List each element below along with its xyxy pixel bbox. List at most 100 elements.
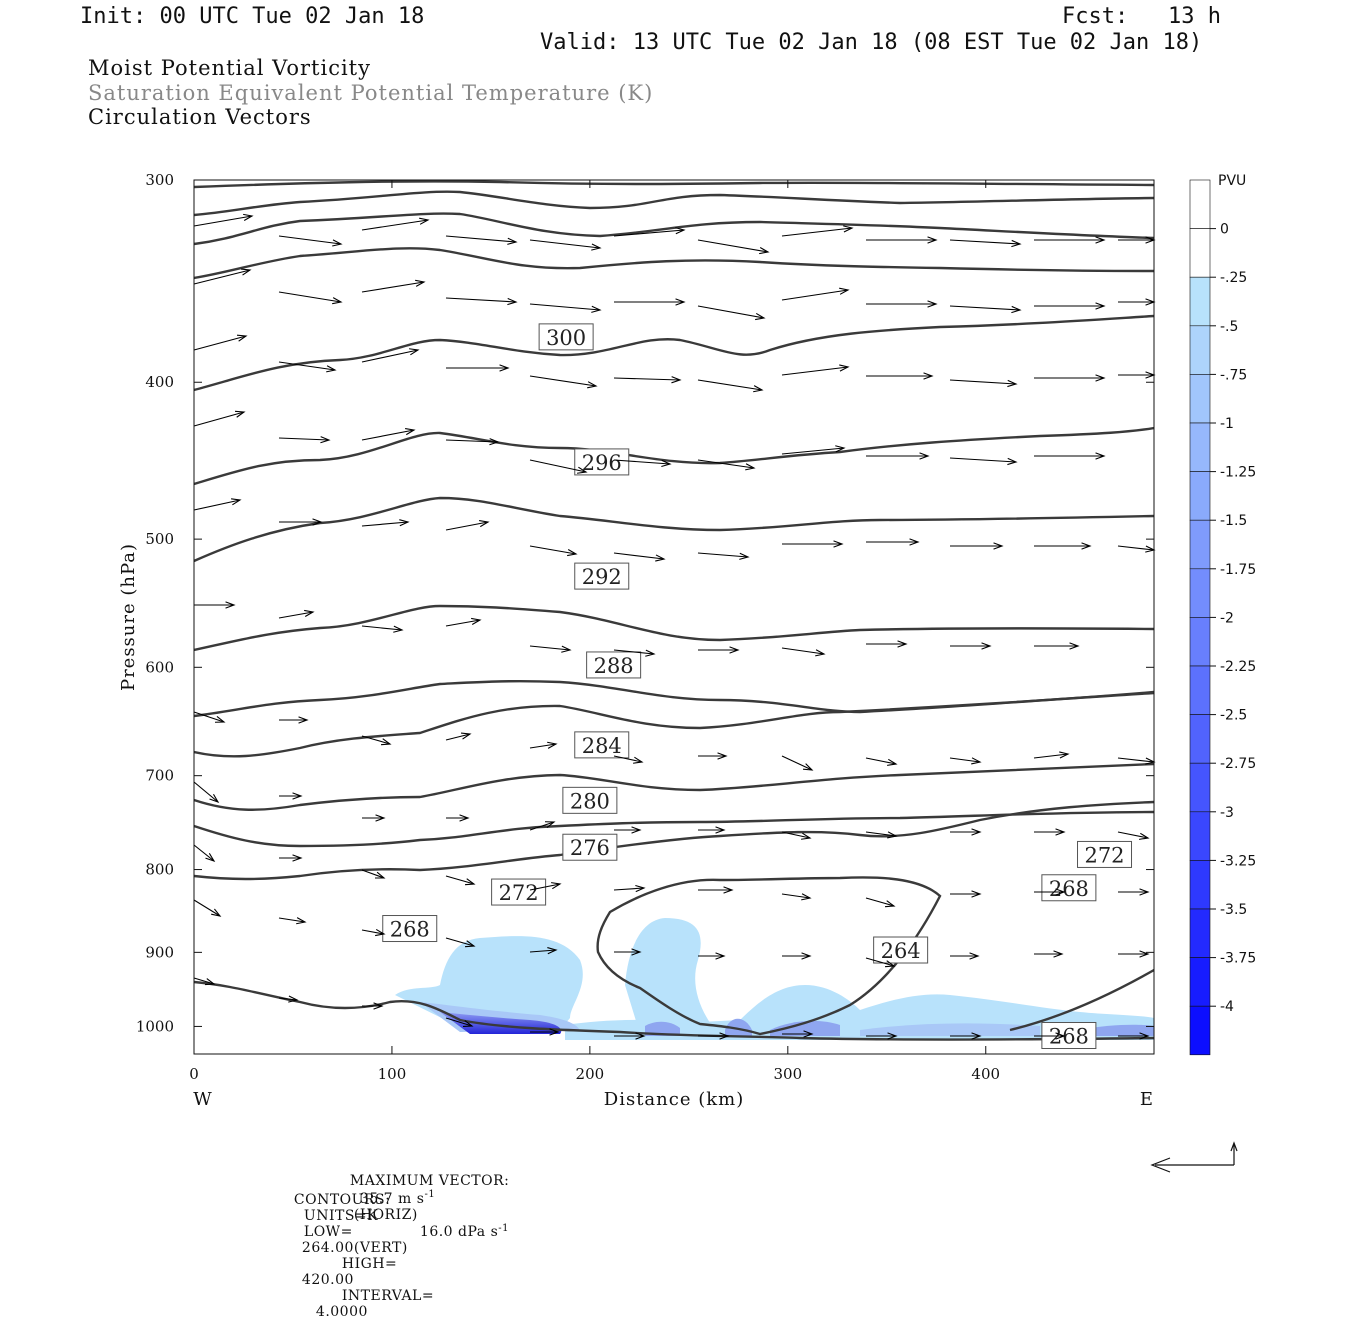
high-label: HIGH= [341, 1256, 398, 1272]
wind-vector-arrow [781, 287, 850, 301]
wind-vector-arrow [613, 376, 682, 384]
wind-vector-arrow [530, 1028, 560, 1036]
wind-vector-arrow [865, 757, 898, 766]
wind-vector-arrow [613, 552, 666, 562]
wind-vector-arrow [445, 732, 472, 741]
wind-vector-arrow [1118, 371, 1156, 379]
wind-vector-arrow [865, 957, 896, 968]
forecast-hour-label: Fcst: [1062, 4, 1129, 29]
contour-line [1009, 968, 1154, 1032]
colorbar-unit: PVU [1218, 173, 1246, 189]
colorbar-swatch [1189, 228, 1211, 278]
x-tick-label: 400 [971, 1065, 1000, 1083]
wind-vector-arrow [866, 372, 934, 380]
wind-vector-arrow [1034, 828, 1066, 836]
wind-vector-arrow [446, 814, 470, 822]
colorbar-swatch [1189, 374, 1211, 424]
wind-vector-arrow [279, 792, 303, 800]
contour-line [194, 800, 1154, 881]
colorbar-swatch [1189, 908, 1211, 958]
colorbar-label: -.25 [1220, 270, 1247, 286]
contour-label-box [1041, 874, 1097, 902]
wind-vector-arrow [1034, 452, 1106, 460]
contour-label: 300 [546, 326, 586, 350]
colorbar-swatch [1189, 179, 1211, 229]
wind-vector-arrow [193, 410, 246, 427]
pv-region-small-1 [645, 1021, 680, 1036]
wind-vector-arrow [529, 645, 572, 653]
wind-vector-arrow [193, 268, 252, 285]
contour-label: 268 [1049, 877, 1089, 901]
wind-vector-arrow [445, 235, 518, 245]
wind-vector-arrow [445, 438, 500, 446]
wind-vector-arrow [445, 1017, 474, 1028]
wind-vector-arrow [865, 831, 898, 839]
wind-vector-arrow [1034, 302, 1106, 310]
wind-vector-arrow [361, 217, 430, 231]
contour-label-box [586, 651, 642, 679]
wind-vector-arrow [949, 305, 1022, 314]
wind-vector-arrow [698, 886, 734, 894]
wind-vector-arrow [698, 1032, 730, 1040]
wind-vector-arrow [194, 601, 236, 609]
y-axis-title: Pressure (hPa) [118, 543, 139, 691]
colorbar-label: -2.25 [1220, 659, 1256, 675]
wind-vector-arrow [529, 741, 558, 749]
contour-label: 280 [570, 789, 610, 813]
pv-region-small-5 [1080, 1024, 1154, 1036]
colorbar-label: -1.5 [1220, 513, 1247, 529]
wind-vector-arrow [193, 977, 216, 986]
contour-line [194, 604, 1154, 652]
wind-vector-arrow [279, 518, 323, 526]
wind-vector-arrow [361, 869, 386, 879]
wind-vector-arrow [613, 884, 646, 893]
wind-vector-arrow [278, 291, 343, 305]
wind-vector-arrow [781, 225, 854, 237]
colorbar-swatch [1189, 762, 1211, 813]
interval-value: 4.0000 [315, 1304, 368, 1320]
wind-vector-arrow [529, 459, 588, 474]
wind-vector-arrow [361, 348, 420, 363]
colorbar-label: -2.5 [1220, 708, 1247, 724]
wind-vector-arrow [697, 239, 770, 255]
wind-vector-arrow [866, 236, 938, 244]
contour-label-box [538, 323, 594, 351]
init-time: Init: 00 UTC Tue 02 Jan 18 [80, 4, 425, 29]
vert-exponent: -1 [498, 1222, 510, 1234]
wind-vector-arrow [866, 452, 930, 460]
colorbar-label: -2 [1220, 610, 1234, 626]
wind-vector-arrow [361, 928, 386, 937]
plot-frame [193, 179, 1155, 1055]
interval-label: INTERVAL= [341, 1288, 435, 1304]
pv-region-small-4 [860, 1023, 1040, 1036]
wind-vector-arrow [1117, 545, 1156, 553]
wind-vector-arrow [1034, 236, 1106, 244]
contour-line [194, 180, 1154, 189]
legend-mpv: Moist Potential Vorticity [88, 56, 371, 80]
wind-vector-arrow [193, 498, 242, 511]
contours-label: CONTOURS: [293, 1192, 391, 1208]
wind-vector-arrow [445, 520, 490, 531]
wind-vector-arrow [193, 213, 254, 227]
contour-line-264 [596, 876, 942, 1036]
contour-label-box [562, 833, 618, 861]
wind-vector-arrow [193, 899, 222, 917]
wind-vector-arrow [614, 948, 642, 956]
x-tick-label: 300 [773, 1065, 802, 1083]
wind-vector-arrow [529, 545, 578, 557]
pv-colorbar: 0 -.25 -.5 -.75 -1 -1.25 -1.5 -1.75 -2 -2.25 -2.5 -… [1189, 179, 1256, 1056]
wind-vector-arrow [866, 300, 938, 308]
contour-line [194, 762, 1154, 811]
y-tick-label: 500 [145, 530, 174, 548]
contour-line [194, 314, 1154, 392]
colorbar-swatch [1189, 957, 1211, 1007]
colorbar-label: -4 [1220, 999, 1234, 1015]
low-label: LOW= [303, 1224, 353, 1240]
colorbar-swatch [1189, 811, 1211, 861]
wind-vector-arrow [361, 519, 410, 527]
wind-vector-arrow [614, 1032, 646, 1040]
contour-label: 284 [582, 734, 622, 758]
wind-vector-arrow [445, 937, 476, 948]
wind-vector-arrow [782, 1030, 814, 1038]
